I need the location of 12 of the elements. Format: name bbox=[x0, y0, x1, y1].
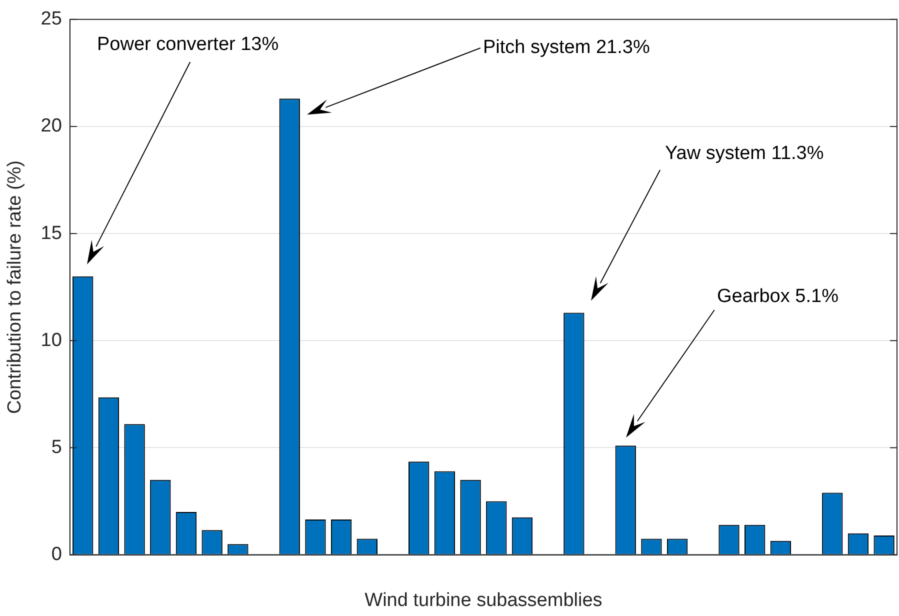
y-tick-label: 15 bbox=[40, 222, 62, 244]
annotation: Yaw system 11.3% bbox=[665, 143, 824, 164]
annotation: Gearbox 5.1% bbox=[717, 286, 839, 308]
y-tick-label: 10 bbox=[40, 330, 62, 351]
annotation: Pitch system 21.3% bbox=[483, 37, 650, 58]
y-tick-label: 0 bbox=[51, 544, 62, 566]
y-axis-title: Contribution to failure rate (%) bbox=[4, 160, 26, 414]
y-tick-label: 5 bbox=[51, 436, 62, 458]
y-tick-label: 20 bbox=[40, 116, 62, 137]
x-axis-title: Wind turbine subassemblies bbox=[364, 590, 602, 611]
annotation: Power converter 13% bbox=[97, 34, 279, 56]
y-tick-label: 25 bbox=[40, 8, 62, 30]
